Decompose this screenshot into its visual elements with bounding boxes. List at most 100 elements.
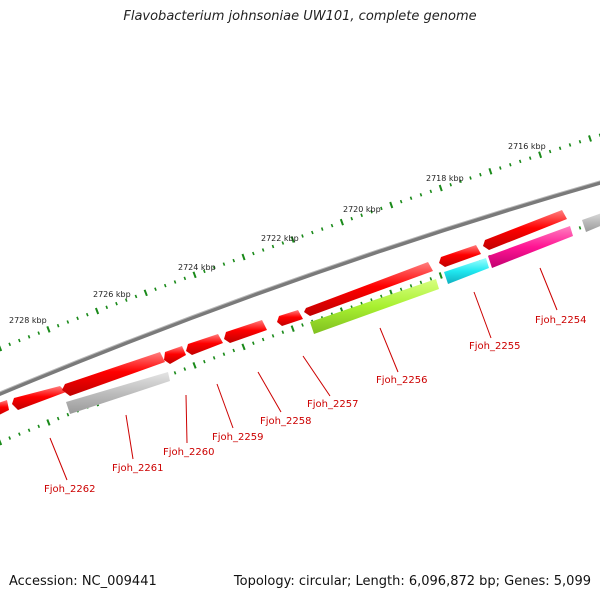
ruler-tick [389, 201, 394, 209]
gene-label-fjoh-2258[interactable]: Fjoh_2258 [260, 416, 311, 427]
gene-fwd-1[interactable] [0, 400, 9, 416]
ruler-tick [115, 301, 118, 306]
ruler-tick [438, 184, 443, 192]
ruler-tick [419, 193, 423, 197]
ruler-tick [124, 298, 128, 302]
ruler-tick [438, 272, 443, 279]
ruler-tick [360, 213, 363, 218]
ruler-label: 2716 kbp [508, 142, 546, 151]
ruler-tick [528, 156, 532, 160]
ruler-tick [290, 325, 295, 332]
ruler-tick [232, 348, 236, 353]
ruler-tick [241, 253, 246, 261]
ruler-tick [509, 162, 512, 167]
gene-label-fjoh-2254[interactable]: Fjoh_2254 [535, 315, 586, 326]
ruler-tick [173, 371, 177, 375]
ruler-tick [469, 176, 472, 180]
ruler-tick [222, 352, 226, 356]
ruler-tick [588, 135, 592, 142]
gene-label-fjoh-2260[interactable]: Fjoh_2260 [163, 447, 214, 458]
gene-fwd-7[interactable] [277, 310, 303, 326]
gene-label-fjoh-2262[interactable]: Fjoh_2262 [44, 484, 95, 495]
ruler-tick [46, 326, 51, 333]
gene-rev-cyan[interactable] [444, 258, 489, 284]
ruler-tick [578, 139, 582, 144]
gene-fwd-8[interactable] [304, 262, 433, 316]
ruler-tick [449, 182, 452, 187]
gene-rev-magenta[interactable] [488, 226, 573, 268]
forward-genes [0, 210, 567, 416]
ruler-tick [154, 287, 157, 291]
leader-lines [49, 267, 558, 481]
ruler-tick [134, 294, 138, 299]
ruler-tick [0, 345, 3, 352]
genome-stats-text: Topology: circular; Length: 6,096,872 bp… [233, 574, 591, 589]
ruler-tick [8, 436, 12, 440]
ruler-tick [409, 284, 413, 288]
ruler-label: 2724 kbp [178, 263, 216, 272]
ruler-tick [143, 289, 148, 297]
gene-label-group: Fjoh_2254 Fjoh_2255 Fjoh_2256 Fjoh_2257 … [44, 315, 586, 495]
ruler-tick [578, 226, 582, 230]
gene-rev-green[interactable] [310, 279, 439, 334]
gene-label-fjoh-2257[interactable]: Fjoh_2257 [307, 399, 358, 410]
ruler-tick [0, 439, 3, 446]
gene-fwd-3[interactable] [62, 352, 165, 396]
ruler-tick [27, 428, 31, 433]
ruler-tick [76, 316, 79, 321]
gene-label-fjoh-2261[interactable]: Fjoh_2261 [112, 463, 163, 474]
ruler-tick [281, 241, 285, 245]
ruler-tick [192, 362, 197, 369]
gene-label-fjoh-2259[interactable]: Fjoh_2259 [212, 432, 263, 443]
ruler-tick [518, 159, 522, 164]
ruler-label: 2720 kbp [343, 205, 381, 214]
ruler-tick [499, 166, 502, 170]
genome-backbone [0, 180, 600, 396]
ruler-tick [85, 312, 89, 317]
ruler-tick [399, 199, 403, 204]
ruler-tick [271, 244, 275, 249]
ruler-tick [163, 283, 167, 288]
ruler-tick [241, 343, 246, 351]
ruler-tick [66, 412, 70, 417]
ruler-tick [459, 179, 462, 184]
gene-fwd-6[interactable] [224, 320, 267, 343]
ruler-tick [105, 305, 109, 310]
gene-rev-grey-1[interactable] [66, 372, 170, 414]
gene-fwd-9[interactable] [439, 245, 481, 267]
ruler-tick [18, 432, 21, 436]
outer-ruler [0, 133, 600, 352]
ruler-tick [203, 359, 206, 364]
ruler-tick [281, 330, 285, 334]
ruler-tick [429, 277, 433, 281]
ruler-tick [488, 167, 493, 175]
ruler-tick [350, 216, 354, 221]
gene-fwd-2[interactable] [12, 386, 66, 410]
ruler-label: 2718 kbp [426, 174, 464, 183]
ruler-tick [183, 276, 187, 281]
ruler-tick [419, 280, 423, 285]
ruler-label: 2722 kbp [261, 234, 299, 243]
ruler-tick [271, 334, 275, 338]
ruler-tick [301, 234, 304, 238]
ruler-tick [94, 307, 100, 315]
ruler-tick [37, 331, 41, 335]
ruler-tick [301, 323, 304, 327]
gene-fwd-10[interactable] [483, 210, 567, 250]
gene-rev-grey-2[interactable] [582, 210, 600, 232]
ruler-tick [66, 320, 70, 324]
page-title: Flavobacterium johnsoniae UW101, complet… [123, 9, 477, 24]
ruler-tick [56, 416, 60, 421]
gene-fwd-4[interactable] [164, 346, 186, 364]
ruler-tick [568, 143, 572, 147]
ruler-tick [548, 149, 552, 154]
ruler-tick [203, 269, 206, 274]
ruler-tick [380, 206, 383, 211]
gene-label-fjoh-2255[interactable]: Fjoh_2255 [469, 341, 520, 352]
ruler-tick [46, 419, 51, 426]
ruler-tick [27, 335, 31, 339]
ruler-tick [252, 341, 255, 345]
gene-label-fjoh-2256[interactable]: Fjoh_2256 [376, 375, 427, 386]
ruler-tick [479, 172, 482, 177]
gene-fwd-5[interactable] [186, 334, 223, 355]
